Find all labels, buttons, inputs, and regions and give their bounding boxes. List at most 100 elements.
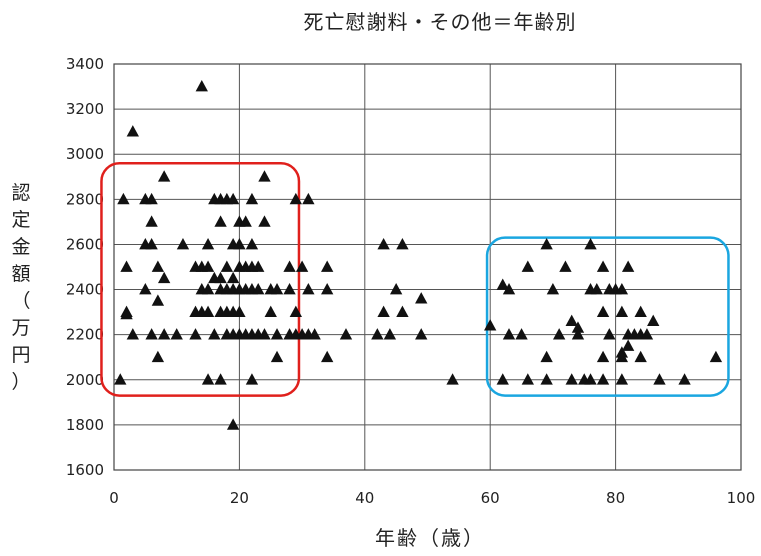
- y-tick-label: 2600: [66, 235, 104, 253]
- x-tick-label: 20: [230, 489, 249, 507]
- data-point: [264, 305, 277, 317]
- data-point: [226, 418, 240, 430]
- data-point: [615, 373, 629, 385]
- data-point: [653, 373, 666, 385]
- data-point: [258, 170, 271, 182]
- data-point: [377, 305, 390, 317]
- data-point: [270, 283, 284, 295]
- data-point: [521, 260, 534, 272]
- data-point: [596, 373, 610, 385]
- data-point: [126, 328, 139, 340]
- data-point: [258, 328, 271, 340]
- data-point: [245, 373, 259, 385]
- data-point: [621, 260, 635, 272]
- data-point: [615, 350, 629, 363]
- data-point: [634, 350, 647, 363]
- data-point: [201, 305, 215, 317]
- data-point: [596, 260, 610, 272]
- data-point: [252, 260, 265, 272]
- data-point: [233, 305, 246, 317]
- y-tick-label: 2800: [66, 190, 104, 208]
- data-point: [214, 373, 227, 385]
- y-tick-label: 3400: [66, 55, 104, 73]
- data-point: [157, 170, 171, 182]
- data-point: [339, 328, 353, 340]
- data-point: [289, 305, 303, 317]
- data-point: [270, 350, 284, 363]
- data-point: [515, 328, 528, 340]
- data-point: [640, 328, 654, 340]
- data-point: [377, 237, 390, 250]
- data-point: [145, 192, 158, 205]
- data-point: [321, 283, 334, 295]
- data-point: [709, 350, 723, 363]
- data-point: [371, 328, 384, 340]
- data-point: [590, 283, 603, 295]
- data-point: [201, 260, 215, 272]
- data-points: [114, 80, 723, 430]
- data-point: [521, 373, 534, 385]
- y-tick-label: 3000: [66, 145, 104, 163]
- data-point: [145, 328, 158, 340]
- tick-labels: 1600 1800 2000 2200 2400 2600 2800 3000 3200 3400…: [66, 55, 756, 507]
- data-point: [603, 328, 616, 340]
- x-axis-label: 年齢（歳）: [375, 526, 485, 550]
- x-tick-label: 60: [481, 489, 500, 507]
- data-point: [226, 192, 240, 205]
- data-point: [502, 283, 516, 295]
- data-point: [283, 283, 296, 295]
- data-point: [302, 192, 315, 205]
- data-point: [201, 373, 215, 385]
- chart-title: 死亡慰謝料・その他＝年齢別: [303, 10, 577, 34]
- data-point: [396, 237, 409, 250]
- x-tick-label: 80: [606, 489, 625, 507]
- y-tick-label: 2400: [66, 281, 104, 299]
- data-point: [208, 328, 221, 340]
- data-point: [252, 283, 265, 295]
- data-point: [415, 292, 428, 304]
- data-point: [496, 373, 509, 385]
- x-tick-label: 0: [109, 489, 119, 507]
- data-point: [295, 260, 309, 272]
- data-point: [258, 215, 271, 227]
- data-point: [502, 328, 516, 340]
- data-point: [157, 328, 171, 340]
- data-point: [584, 373, 597, 385]
- data-point: [321, 260, 334, 272]
- data-point: [245, 237, 259, 250]
- data-point: [496, 278, 509, 290]
- data-point: [584, 237, 597, 250]
- data-point: [170, 328, 183, 340]
- data-point: [321, 350, 334, 363]
- x-tick-label: 100: [727, 489, 756, 507]
- data-point: [151, 294, 165, 306]
- data-point: [302, 283, 315, 295]
- data-point: [176, 237, 190, 250]
- y-tick-label: 3200: [66, 100, 104, 118]
- data-point: [157, 271, 171, 284]
- data-point: [151, 260, 165, 272]
- data-point: [621, 339, 635, 351]
- data-point: [383, 328, 397, 340]
- data-point: [565, 314, 578, 327]
- data-point: [596, 350, 610, 363]
- data-point: [615, 305, 629, 317]
- data-point: [233, 237, 246, 250]
- data-point: [571, 328, 585, 340]
- highlight-box: [100, 161, 301, 397]
- data-point: [245, 192, 259, 205]
- data-point: [484, 319, 497, 331]
- data-point: [117, 192, 130, 205]
- data-point: [678, 373, 691, 385]
- data-point: [126, 125, 139, 137]
- data-point: [214, 215, 227, 227]
- highlight-box: [485, 236, 730, 397]
- x-tick-label: 40: [355, 489, 374, 507]
- data-point: [546, 283, 560, 295]
- data-point: [615, 283, 629, 295]
- data-point: [596, 305, 610, 317]
- data-point: [283, 260, 296, 272]
- data-point: [239, 215, 252, 227]
- y-tick-label: 1600: [66, 461, 104, 479]
